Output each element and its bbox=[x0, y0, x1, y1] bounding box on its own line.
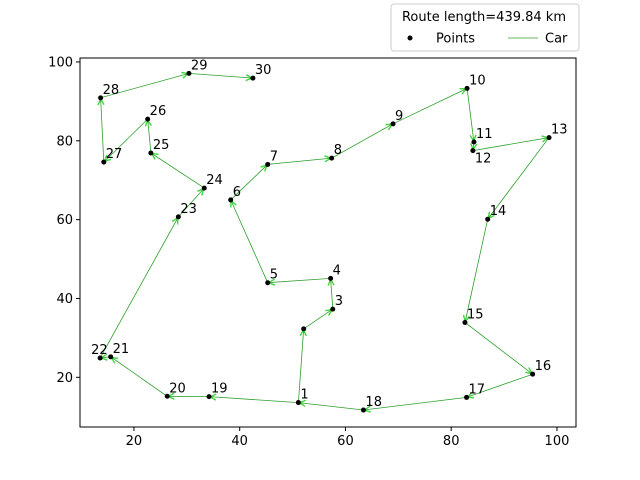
x-tick-label: 80 bbox=[443, 434, 460, 449]
route-point bbox=[175, 214, 181, 220]
route-point bbox=[471, 139, 477, 145]
route-point bbox=[546, 135, 552, 141]
route-point bbox=[265, 280, 271, 286]
y-tick-label: 40 bbox=[56, 292, 73, 307]
route-point bbox=[108, 354, 114, 360]
route-point bbox=[206, 394, 212, 400]
route-point bbox=[186, 70, 192, 76]
point-label: 15 bbox=[467, 308, 484, 323]
route-line bbox=[99, 72, 550, 411]
point-label: 28 bbox=[103, 83, 120, 98]
point-label: 7 bbox=[270, 149, 278, 164]
point-label: 29 bbox=[191, 58, 208, 73]
route-point bbox=[97, 355, 103, 361]
point-label: 23 bbox=[180, 202, 197, 217]
legend-car-label: Car bbox=[545, 32, 568, 47]
point-label: 20 bbox=[169, 381, 186, 396]
route-point bbox=[148, 150, 154, 156]
point-label: 11 bbox=[476, 127, 493, 142]
y-tick-label: 80 bbox=[56, 134, 73, 149]
point-label: 18 bbox=[365, 395, 382, 410]
y-tick-label: 100 bbox=[48, 55, 73, 70]
point-label: 1 bbox=[300, 388, 308, 403]
point-label: 14 bbox=[490, 204, 507, 219]
legend: Route length=439.84 km Points Car bbox=[390, 3, 580, 52]
route-point bbox=[164, 393, 170, 399]
y-axis: 20 40 60 80 100 bbox=[48, 55, 80, 386]
point-label: 5 bbox=[270, 268, 278, 283]
point-label: 26 bbox=[150, 104, 167, 119]
point-label: 13 bbox=[551, 123, 568, 138]
legend-points-label: Points bbox=[436, 32, 475, 47]
y-tick-label: 60 bbox=[56, 213, 73, 228]
x-tick-label: 40 bbox=[231, 434, 248, 449]
route-point bbox=[530, 371, 536, 377]
plot-frame bbox=[79, 57, 577, 428]
route-point bbox=[228, 197, 234, 203]
route-point bbox=[464, 394, 470, 400]
route-point bbox=[360, 407, 366, 413]
route-point bbox=[329, 155, 335, 161]
point-label: 16 bbox=[535, 359, 552, 374]
point-label: 17 bbox=[469, 382, 486, 397]
route-point bbox=[201, 185, 207, 191]
point-label: 9 bbox=[395, 109, 403, 124]
point-label: 4 bbox=[333, 263, 341, 278]
point-label: 3 bbox=[335, 294, 343, 309]
point-label: 21 bbox=[113, 342, 130, 357]
route-point bbox=[330, 306, 336, 312]
point-label: 22 bbox=[91, 343, 108, 358]
route-point bbox=[485, 216, 491, 222]
x-tick-label: 20 bbox=[126, 434, 143, 449]
point-label: 19 bbox=[211, 382, 228, 397]
route-point bbox=[265, 161, 271, 167]
point-label: 27 bbox=[106, 147, 123, 162]
point-label: 10 bbox=[469, 73, 486, 88]
route-point bbox=[145, 116, 151, 122]
route-point bbox=[295, 400, 301, 406]
x-tick-label: 60 bbox=[337, 434, 354, 449]
point-label: 8 bbox=[334, 143, 342, 158]
route-point bbox=[250, 75, 256, 81]
route-point bbox=[470, 148, 476, 154]
route-point bbox=[301, 326, 307, 332]
point-label: 12 bbox=[475, 152, 492, 167]
x-tick-label: 100 bbox=[545, 434, 570, 449]
route-point bbox=[101, 159, 107, 165]
x-axis: 20 40 60 80 100 bbox=[126, 427, 570, 449]
route-point bbox=[464, 85, 470, 91]
route-point bbox=[98, 95, 104, 101]
y-tick-label: 20 bbox=[56, 371, 73, 386]
route-point bbox=[390, 121, 396, 127]
point-label: 24 bbox=[206, 173, 223, 188]
legend-points-marker bbox=[407, 35, 413, 41]
point-label: 25 bbox=[153, 138, 170, 153]
legend-title: Route length=439.84 km bbox=[402, 10, 566, 25]
point-label: 30 bbox=[255, 63, 272, 78]
point-label: 6 bbox=[233, 185, 241, 200]
route-point bbox=[328, 275, 334, 281]
legend-box bbox=[390, 3, 580, 52]
route-point bbox=[462, 320, 468, 326]
